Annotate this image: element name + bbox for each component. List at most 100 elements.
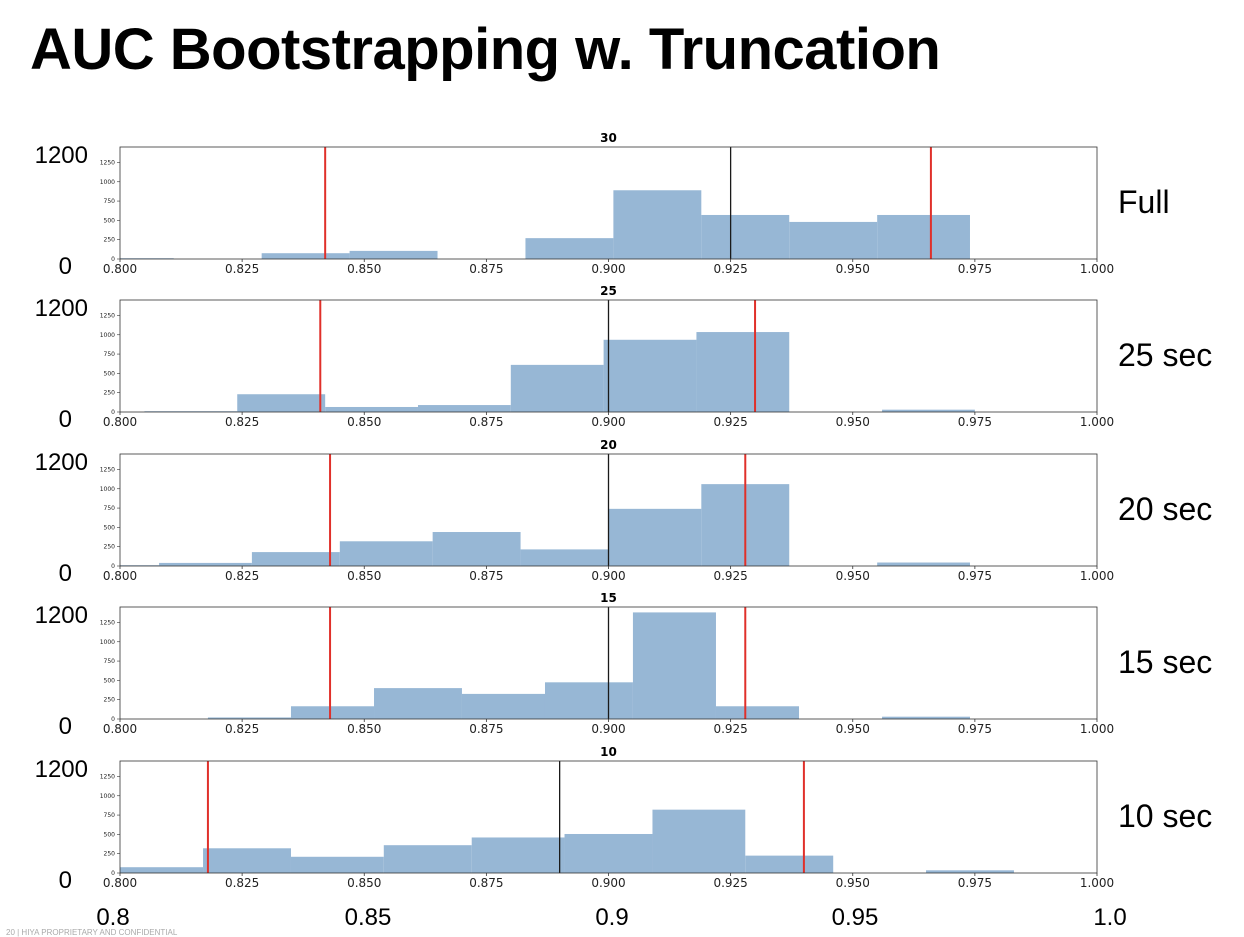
histogram-bar: [877, 214, 970, 259]
row-label: 10 sec: [1118, 798, 1213, 834]
y-tick-label: 1250: [100, 619, 115, 626]
x-tick-label: 0.825: [225, 569, 259, 583]
y-tick-label: 0: [111, 409, 115, 416]
x-tick-label: 0.850: [347, 569, 381, 583]
y-tick-label: 1250: [100, 312, 115, 319]
x-tick-label: 0.975: [958, 876, 992, 890]
histogram-bar: [701, 214, 790, 259]
x-tick-label: 0.900: [591, 415, 625, 429]
histogram-bar: [603, 339, 697, 412]
histogram-bar: [383, 845, 472, 873]
y-tick-label: 750: [104, 658, 116, 665]
y-tick-label: 500: [104, 370, 116, 377]
histogram-bar: [251, 552, 340, 566]
y-tick-label: 1000: [100, 639, 115, 646]
x-tick-label: 0.875: [469, 569, 503, 583]
row-label: 25 sec: [1118, 337, 1213, 373]
x-tick-label: 0.800: [103, 722, 137, 736]
y-tick-label: 250: [104, 544, 116, 551]
histogram-bar: [290, 856, 384, 873]
row-label: 20 sec: [1118, 491, 1213, 527]
histogram-bar: [349, 250, 438, 259]
y-tick-label: 750: [104, 198, 116, 205]
slide-title: AUC Bootstrapping w. Truncation: [30, 17, 941, 82]
histogram-bar: [237, 394, 326, 412]
histogram-bar: [564, 833, 653, 873]
histogram-bar: [632, 612, 716, 719]
x-tick-label: 0.850: [347, 876, 381, 890]
overlay-y-top-label: 1200: [34, 142, 88, 169]
row-label: 15 sec: [1118, 644, 1213, 680]
bottom-x-label: 0.8: [96, 904, 130, 931]
x-tick-label: 0.925: [713, 569, 747, 583]
y-tick-label: 500: [104, 831, 116, 838]
y-tick-label: 250: [104, 390, 116, 397]
x-tick-label: 1.000: [1080, 262, 1114, 276]
x-tick-label: 0.825: [225, 262, 259, 276]
x-tick-label: 0.950: [836, 876, 870, 890]
histogram-bar: [745, 855, 834, 873]
plot-title: 15: [600, 591, 617, 605]
x-tick-label: 0.975: [958, 415, 992, 429]
y-tick-label: 250: [104, 237, 116, 244]
x-tick-label: 0.800: [103, 262, 137, 276]
x-tick-label: 0.900: [591, 722, 625, 736]
histogram-bar: [715, 706, 800, 719]
histogram-bar: [696, 332, 790, 412]
row-label: Full: [1118, 184, 1170, 220]
histogram-bar: [544, 682, 633, 719]
x-tick-label: 0.925: [713, 876, 747, 890]
overlay-y-top-label: 1200: [34, 756, 88, 783]
overlay-y-bottom-label: 0: [58, 560, 72, 587]
y-tick-label: 1250: [100, 159, 115, 166]
x-tick-label: 0.825: [225, 722, 259, 736]
histogram-bar: [325, 406, 418, 412]
x-tick-label: 0.850: [347, 262, 381, 276]
x-tick-label: 0.850: [347, 415, 381, 429]
y-tick-label: 500: [104, 677, 116, 684]
overlay-y-bottom-label: 0: [58, 713, 72, 740]
y-tick-label: 750: [104, 351, 116, 358]
y-tick-label: 500: [104, 217, 116, 224]
histogram-bar: [652, 809, 746, 873]
histogram-bar: [432, 532, 521, 566]
histogram-bar: [290, 706, 375, 719]
histogram-bar: [525, 238, 614, 259]
histogram-bar: [882, 716, 970, 719]
overlay-y-top-label: 1200: [34, 602, 88, 629]
x-tick-label: 0.925: [713, 262, 747, 276]
y-tick-label: 250: [104, 697, 116, 704]
histogram-bar: [203, 848, 291, 873]
histogram-bar: [877, 562, 970, 566]
x-tick-label: 0.950: [836, 415, 870, 429]
histogram-bar: [374, 688, 462, 719]
x-tick-label: 0.975: [958, 722, 992, 736]
y-tick-label: 750: [104, 812, 116, 819]
x-tick-label: 0.975: [958, 569, 992, 583]
histogram-bar: [120, 867, 204, 873]
y-tick-label: 1250: [100, 466, 115, 473]
plot-title: 25: [600, 284, 617, 298]
y-tick-label: 500: [104, 524, 116, 531]
plot-title: 10: [600, 745, 617, 759]
x-tick-label: 1.000: [1080, 415, 1114, 429]
x-tick-label: 0.950: [836, 569, 870, 583]
histogram-bar: [471, 837, 565, 873]
x-tick-label: 0.875: [469, 262, 503, 276]
x-tick-label: 0.975: [958, 262, 992, 276]
x-tick-label: 0.875: [469, 876, 503, 890]
x-tick-label: 0.825: [225, 415, 259, 429]
x-tick-label: 0.800: [103, 415, 137, 429]
histogram-bar: [207, 717, 291, 719]
histogram-bar: [608, 508, 702, 566]
overlay-y-top-label: 1200: [34, 449, 88, 476]
y-tick-label: 1000: [100, 793, 115, 800]
y-tick-label: 1000: [100, 486, 115, 493]
y-tick-label: 0: [111, 870, 115, 877]
bottom-x-label: 1.0: [1093, 904, 1127, 931]
histogram-bar: [261, 253, 350, 259]
slide-footer: 20 | HIYA PROPRIETARY AND CONFIDENTIAL: [6, 928, 178, 937]
bottom-x-label: 0.95: [831, 904, 879, 931]
overlay-y-bottom-label: 0: [58, 406, 72, 433]
